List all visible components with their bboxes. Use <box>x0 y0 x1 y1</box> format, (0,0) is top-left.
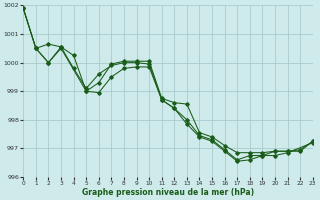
X-axis label: Graphe pression niveau de la mer (hPa): Graphe pression niveau de la mer (hPa) <box>82 188 254 197</box>
